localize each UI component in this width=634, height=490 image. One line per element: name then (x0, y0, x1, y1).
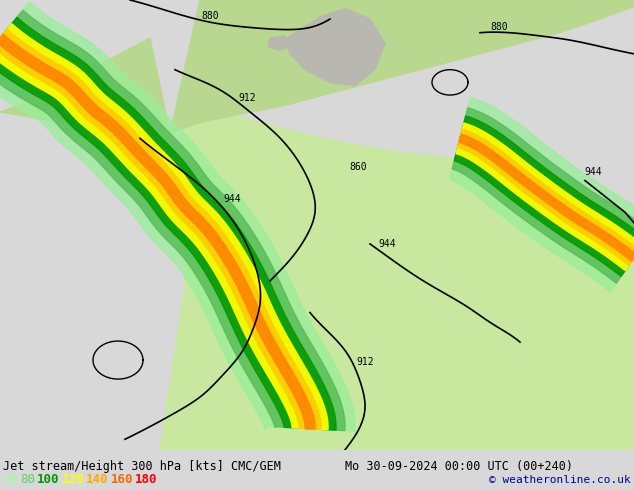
Text: 60: 60 (3, 473, 18, 487)
Polygon shape (0, 17, 336, 430)
Polygon shape (455, 116, 634, 276)
Text: 180: 180 (135, 473, 157, 487)
Text: 860: 860 (349, 162, 367, 172)
Text: 120: 120 (61, 473, 84, 487)
Polygon shape (285, 8, 385, 86)
Text: 880: 880 (201, 11, 219, 21)
Text: 100: 100 (37, 473, 60, 487)
Polygon shape (170, 0, 634, 133)
Text: © weatheronline.co.uk: © weatheronline.co.uk (489, 475, 631, 485)
Text: 912: 912 (238, 94, 256, 103)
Text: 944: 944 (584, 167, 602, 177)
Polygon shape (160, 186, 634, 450)
Text: 160: 160 (110, 473, 133, 487)
Polygon shape (0, 2, 355, 431)
Text: 140: 140 (86, 473, 108, 487)
Polygon shape (0, 38, 180, 165)
Text: Jet stream/Height 300 hPa [kts] CMC/GEM: Jet stream/Height 300 hPa [kts] CMC/GEM (3, 460, 281, 473)
Polygon shape (0, 24, 328, 430)
Text: 912: 912 (356, 357, 373, 368)
Text: 880: 880 (490, 22, 508, 31)
Polygon shape (0, 10, 345, 431)
Polygon shape (268, 36, 290, 50)
Polygon shape (450, 98, 634, 292)
Polygon shape (458, 129, 634, 265)
Polygon shape (452, 108, 634, 283)
Text: 80: 80 (20, 473, 35, 487)
Polygon shape (456, 123, 634, 270)
Text: 944: 944 (378, 239, 396, 249)
Polygon shape (180, 112, 634, 450)
Text: 944: 944 (223, 194, 241, 204)
Polygon shape (0, 34, 315, 429)
Text: Mo 30-09-2024 00:00 UTC (00+240): Mo 30-09-2024 00:00 UTC (00+240) (345, 460, 573, 473)
Polygon shape (459, 134, 634, 261)
Polygon shape (0, 29, 321, 429)
